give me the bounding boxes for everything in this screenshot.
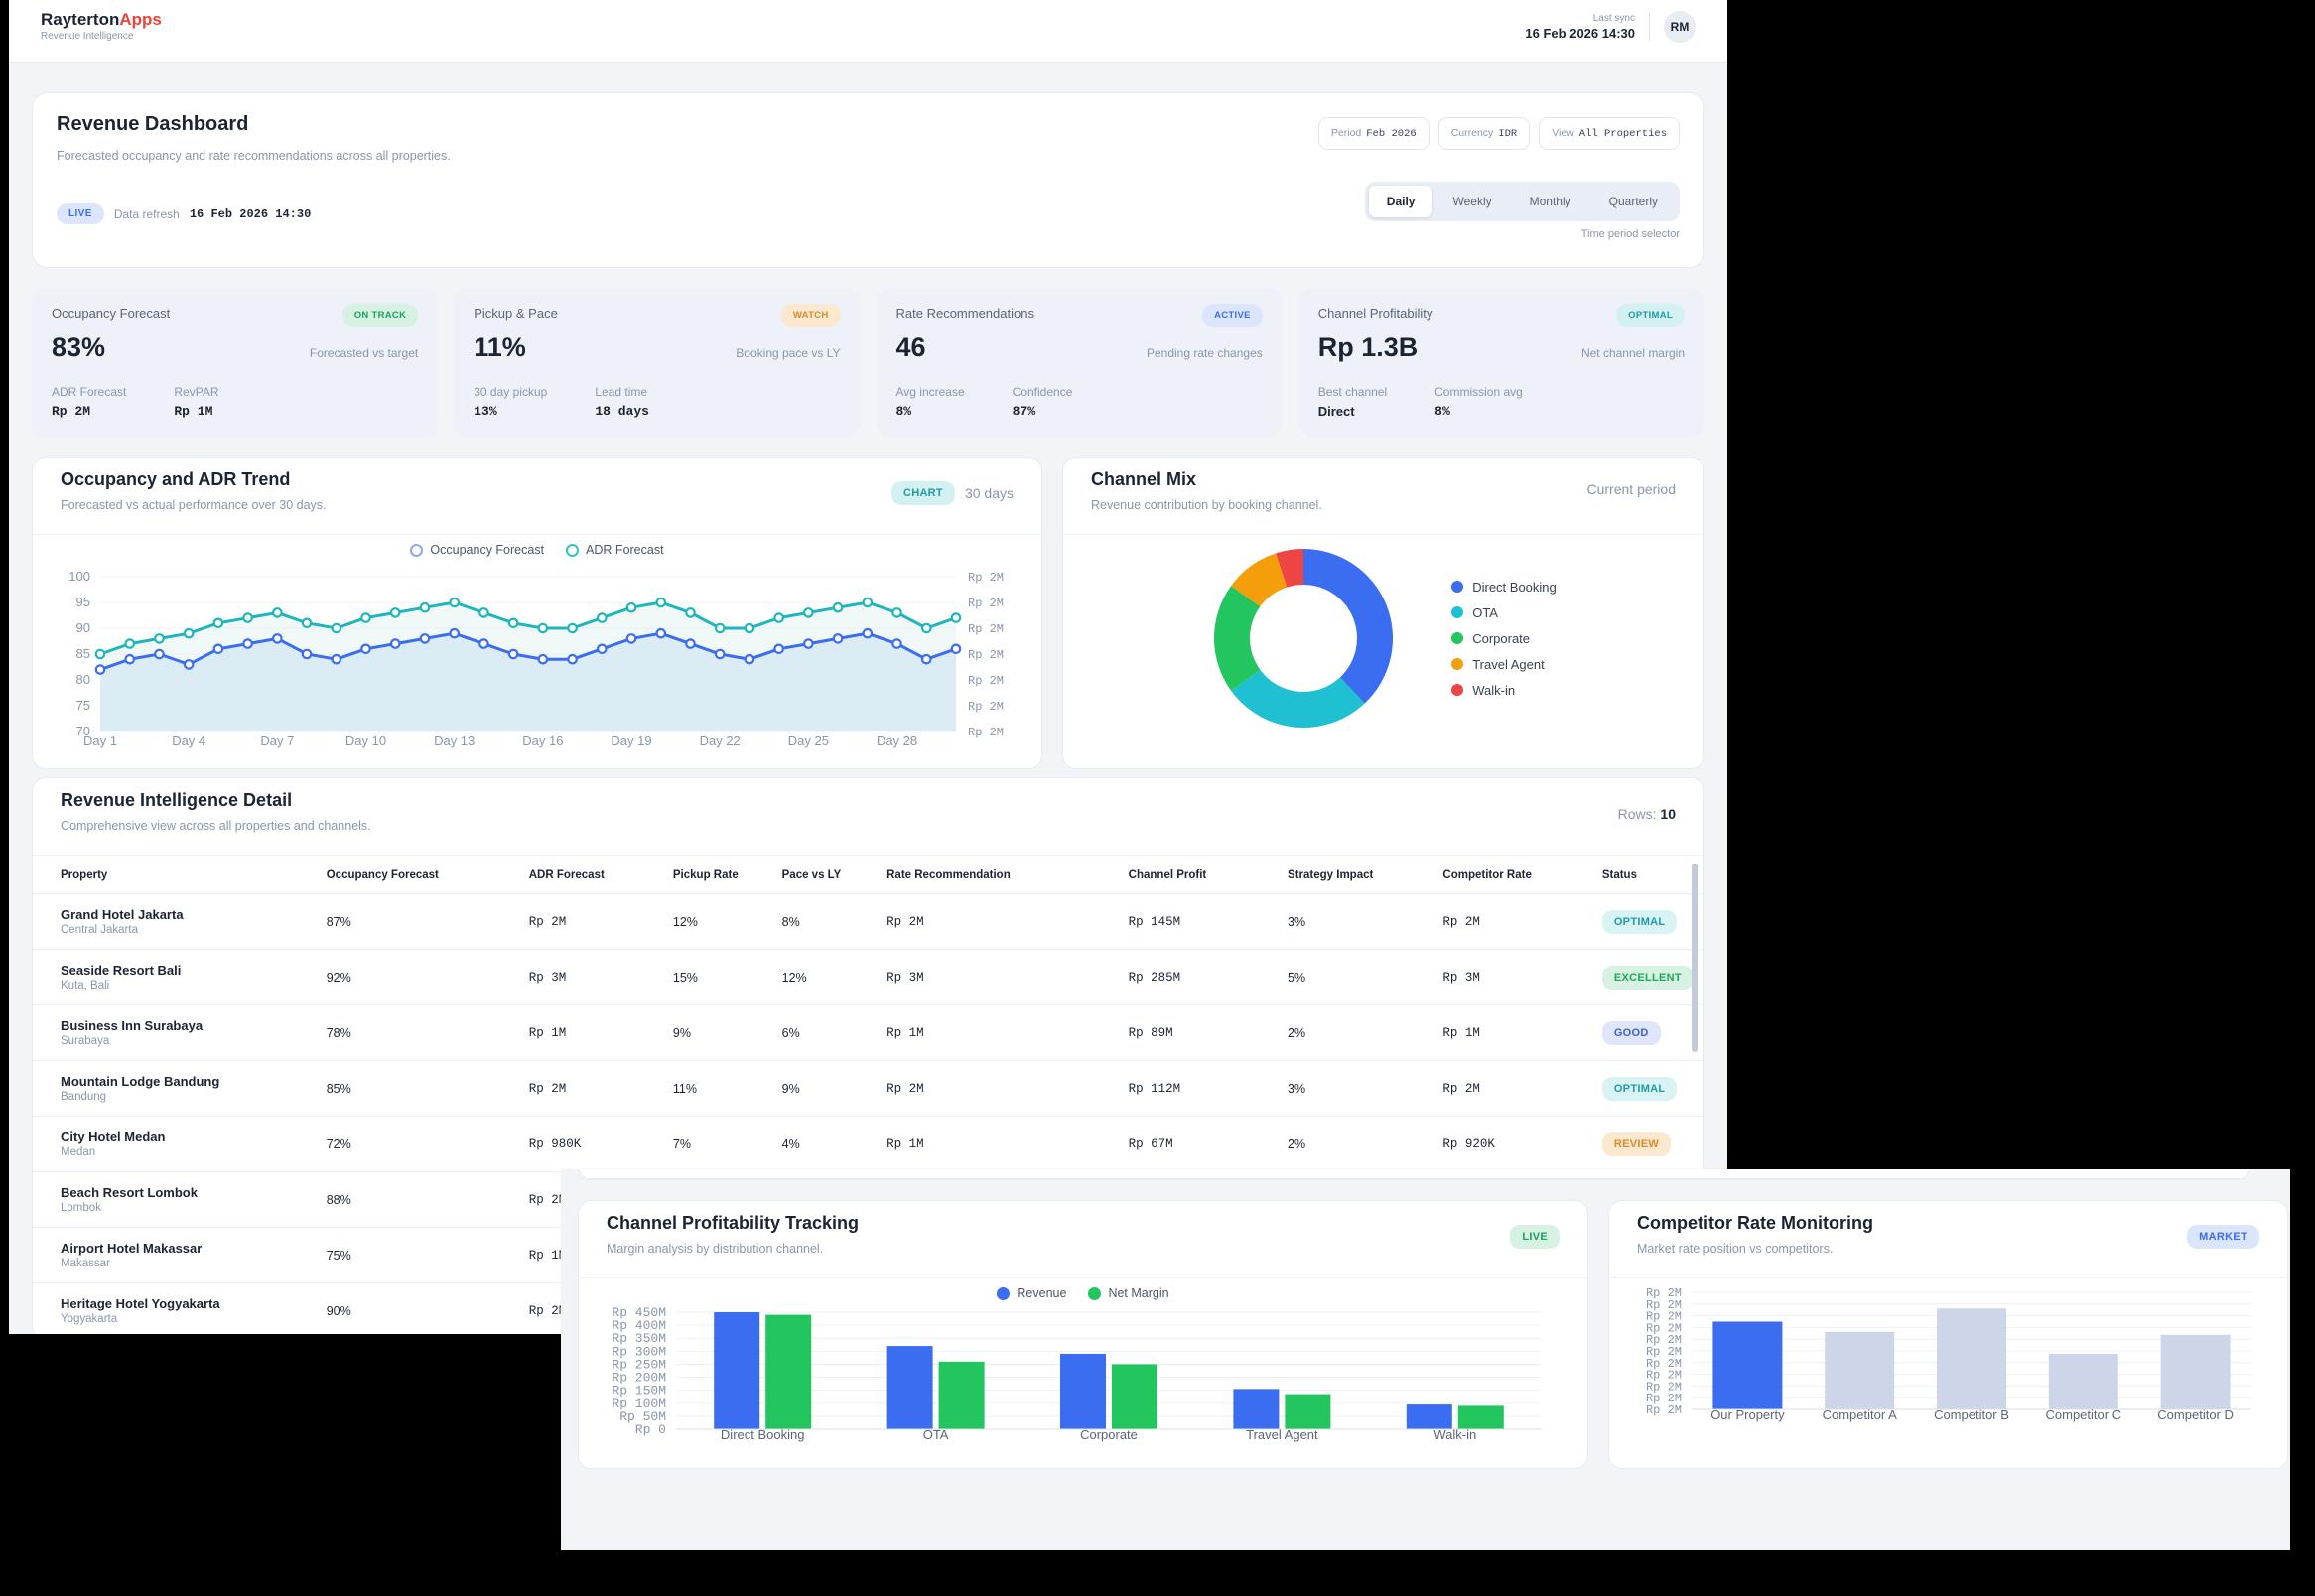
svg-text:80: 80 xyxy=(76,672,90,687)
svg-text:75: 75 xyxy=(76,698,90,713)
svg-text:Rp 450M: Rp 450M xyxy=(612,1306,666,1320)
svg-text:Rp 2M: Rp 2M xyxy=(968,648,1004,662)
svg-text:Day 10: Day 10 xyxy=(345,733,386,748)
svg-text:Rp 50M: Rp 50M xyxy=(619,1409,666,1424)
svg-text:Rp 250M: Rp 250M xyxy=(612,1357,666,1372)
svg-text:Day 19: Day 19 xyxy=(611,733,651,748)
svg-text:95: 95 xyxy=(76,595,90,609)
svg-text:Rp 2M: Rp 2M xyxy=(968,622,1004,636)
svg-text:Day 7: Day 7 xyxy=(260,733,294,748)
svg-text:Day 1: Day 1 xyxy=(83,733,117,748)
svg-text:Rp 2M: Rp 2M xyxy=(968,674,1004,688)
svg-text:Day 22: Day 22 xyxy=(700,733,741,748)
svg-text:90: 90 xyxy=(76,620,90,635)
svg-text:Rp 2M: Rp 2M xyxy=(968,597,1004,610)
svg-text:Rp 100M: Rp 100M xyxy=(612,1396,666,1411)
svg-text:Rp 2M: Rp 2M xyxy=(968,726,1004,739)
svg-text:Day 16: Day 16 xyxy=(522,733,563,748)
svg-text:Rp 2M: Rp 2M xyxy=(1646,1286,1682,1300)
svg-text:100: 100 xyxy=(68,569,90,584)
svg-text:Rp 2M: Rp 2M xyxy=(968,571,1004,585)
svg-text:Rp 350M: Rp 350M xyxy=(612,1331,666,1346)
svg-text:Day 13: Day 13 xyxy=(434,733,475,748)
svg-text:Rp 300M: Rp 300M xyxy=(612,1344,666,1359)
svg-text:Rp 150M: Rp 150M xyxy=(612,1384,666,1398)
svg-text:Day 25: Day 25 xyxy=(788,733,829,748)
svg-text:Rp 400M: Rp 400M xyxy=(612,1318,666,1333)
svg-text:85: 85 xyxy=(76,646,90,661)
svg-text:Rp 200M: Rp 200M xyxy=(612,1371,666,1386)
svg-text:Day 28: Day 28 xyxy=(877,733,917,748)
svg-text:Rp 0: Rp 0 xyxy=(635,1422,666,1437)
svg-text:Rp 2M: Rp 2M xyxy=(968,700,1004,714)
svg-text:Day 4: Day 4 xyxy=(172,733,205,748)
